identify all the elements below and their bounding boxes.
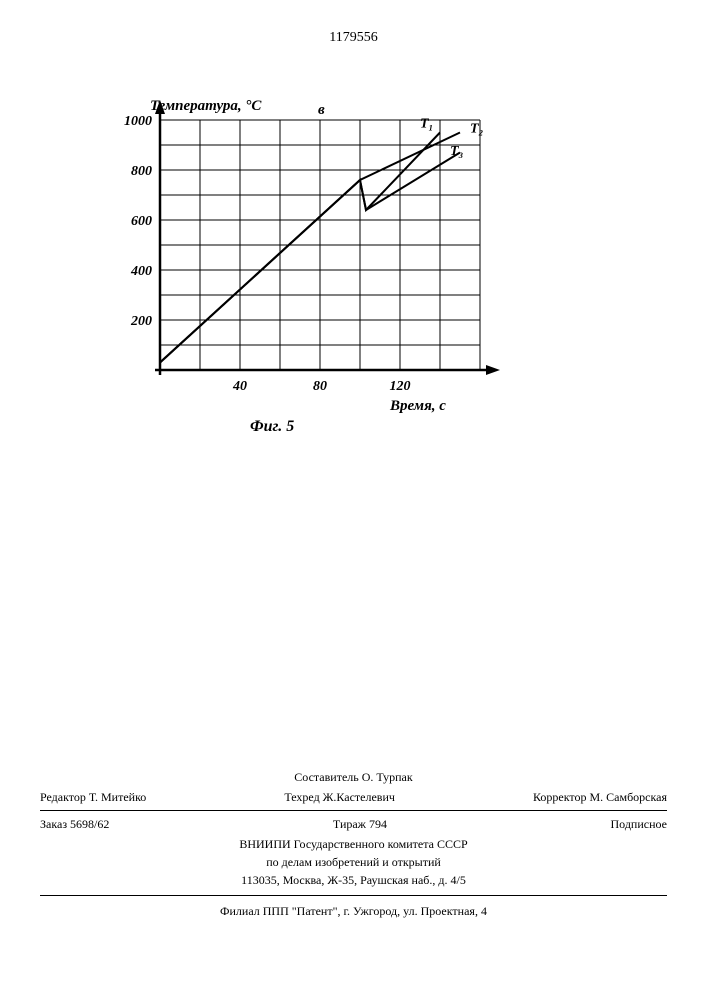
org-line-1: ВНИИПИ Государственного комитета СССР	[40, 835, 667, 853]
svg-text:120: 120	[390, 379, 411, 394]
org-line-2: по делам изобретений и открытий	[40, 853, 667, 871]
svg-text:200: 200	[130, 314, 152, 329]
x-axis-label: Время, с	[390, 398, 446, 415]
page-number: 1179556	[0, 30, 707, 46]
chart-svg: 200 400 600 800 1000 40 80 120 Т₁ Т₂ Т₃	[100, 100, 500, 440]
branch: Филиал ППП "Патент", г. Ужгород, ул. Про…	[40, 902, 667, 920]
signed: Подписное	[611, 815, 668, 833]
compiler: Составитель О. Турпак	[40, 768, 667, 786]
figure-caption: Фиг. 5	[250, 418, 294, 436]
chart: 200 400 600 800 1000 40 80 120 Т₁ Т₂ Т₃	[100, 100, 500, 440]
svg-text:800: 800	[131, 164, 152, 179]
svg-text:80: 80	[313, 379, 327, 394]
corrector: Корректор М. Самборская	[533, 788, 667, 806]
order-number: Заказ 5698/62	[40, 815, 109, 833]
editor: Редактор Т. Митейко	[40, 788, 146, 806]
circulation: Тираж 794	[333, 815, 387, 833]
svg-text:400: 400	[130, 264, 152, 279]
svg-text:Т₃: Т₃	[450, 144, 464, 159]
org-address: 113035, Москва, Ж-35, Раушская наб., д. …	[40, 871, 667, 889]
svg-text:600: 600	[131, 214, 152, 229]
techred: Техред Ж.Кастелевич	[284, 788, 395, 806]
svg-text:Т₁: Т₁	[420, 117, 433, 132]
svg-text:1000: 1000	[124, 114, 152, 129]
svg-text:Т₂: Т₂	[470, 122, 484, 137]
svg-text:40: 40	[232, 379, 247, 394]
footer: Составитель О. Турпак Редактор Т. Митейк…	[40, 768, 667, 920]
